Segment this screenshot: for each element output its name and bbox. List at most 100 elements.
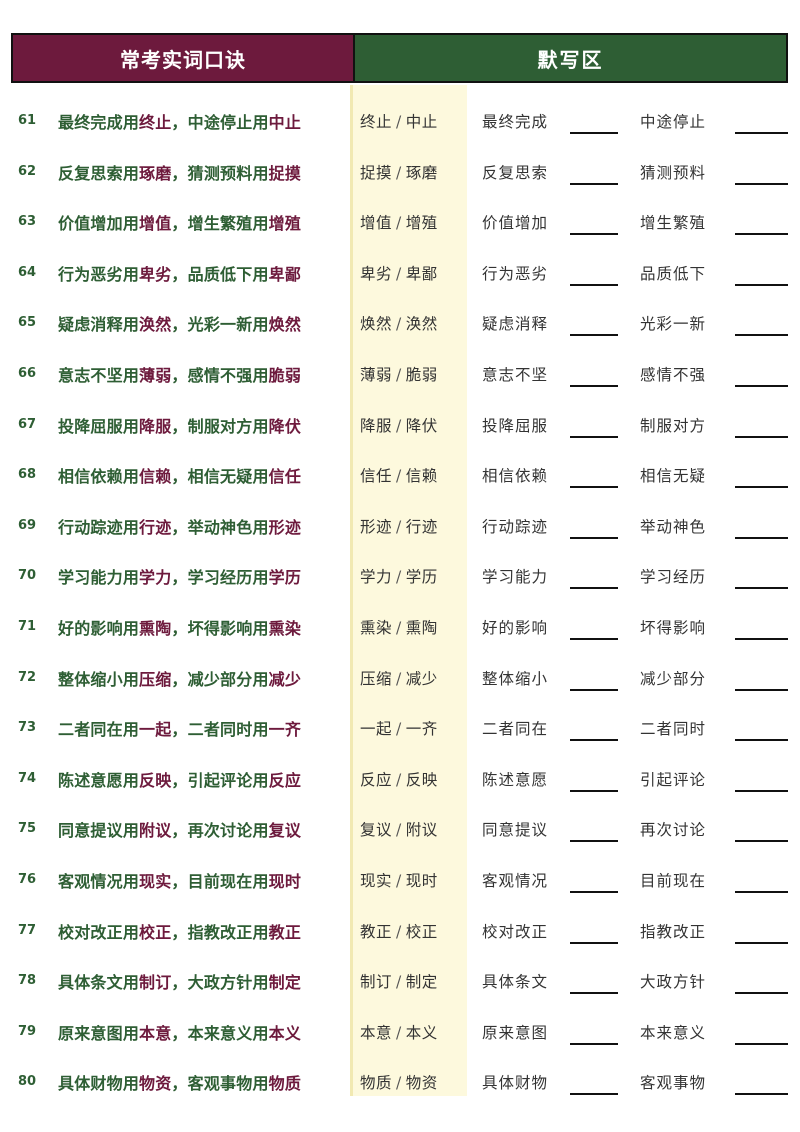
answer-blank-1[interactable] [570,890,618,893]
answer-1: 增值 [360,214,393,233]
prompt-2: 坏得影响 [640,618,707,637]
answer-blank-2[interactable] [735,890,788,893]
item-number: 70 [18,568,37,584]
meaning-b: 学习经历 [187,568,253,588]
answer-blank-2[interactable] [735,334,788,337]
word-a: 薄弱 [139,365,172,385]
answer-blank-2[interactable] [735,486,788,489]
list-item: 78 具体条文用制订，大政方针用制定 制订 / 制定 具体条文 大政方针 [0,958,800,1009]
answer-blank-2[interactable] [735,840,788,843]
answer-pair: 学力 / 学历 [360,568,438,587]
answer-blank-1[interactable] [570,1042,618,1045]
answer-pair: 信任 / 信赖 [360,467,438,486]
list-item: 73 二者同在用一起，二者同时用一齐 一起 / 一齐 二者同在 二者同时 [0,705,800,756]
answer-1: 教正 [360,922,393,941]
prompt-1: 反复思索 [482,163,549,182]
item-number: 72 [18,669,37,685]
list-item: 68 相信依赖用信赖，相信无疑用信任 信任 / 信赖 相信依赖 相信无疑 [0,452,800,503]
mnemonic-rule: 最终完成用终止，中途停止用中止 [58,113,302,132]
answer-blank-1[interactable] [570,840,618,843]
answer-blank-1[interactable] [570,233,618,236]
answer-blank-1[interactable] [570,688,618,691]
word-b: 增殖 [268,214,302,234]
item-number: 73 [18,720,37,736]
word-b: 物质 [268,1074,302,1094]
answer-blank-2[interactable] [735,637,788,640]
meaning-b: 二者同时 [187,720,253,740]
answer-blank-1[interactable] [570,587,618,590]
mnemonic-rule: 具体财物用物资，客观事物用物质 [58,1074,302,1094]
meaning-b: 减少部分 [187,669,253,689]
answer-blank-2[interactable] [735,384,788,387]
word-a: 一起 [139,720,172,740]
answer-band [353,85,467,1096]
answer-blank-1[interactable] [570,435,618,438]
answer-blank-1[interactable] [570,182,618,185]
answer-blank-2[interactable] [735,536,788,539]
answer-blank-1[interactable] [570,637,618,640]
answer-blank-2[interactable] [735,992,788,995]
item-number: 63 [18,214,37,230]
answer-blank-2[interactable] [735,435,788,438]
word-a: 终止 [139,113,172,132]
answer-blank-1[interactable] [570,739,618,742]
answer-blank-1[interactable] [570,789,618,792]
answer-blank-1[interactable] [570,132,618,134]
prompt-2: 再次讨论 [640,821,707,840]
answer-blank-2[interactable] [735,587,788,590]
prompt-1: 投降屈服 [482,416,549,435]
answer-2: 行迹 [405,517,438,536]
answer-pair: 本意 / 本义 [360,1023,438,1042]
item-number: 66 [18,365,37,381]
answer-2: 卑鄙 [405,264,438,283]
answer-blank-1[interactable] [570,486,618,489]
answer-1: 形迹 [360,517,393,536]
answer-pair: 降服 / 降伏 [360,416,438,435]
answer-blank-1[interactable] [570,384,618,387]
answer-blank-1[interactable] [570,536,618,539]
list-item: 61 最终完成用终止，中途停止用中止 终止 / 中止 最终完成 中途停止 [0,98,800,149]
word-b: 现时 [268,871,302,891]
list-item: 76 客观情况用现实，目前现在用现时 现实 / 现时 客观情况 目前现在 [0,857,800,908]
answer-blank-2[interactable] [735,132,788,134]
answer-blank-1[interactable] [570,334,618,337]
word-b: 反应 [268,770,302,790]
answer-blank-1[interactable] [570,941,618,944]
word-b: 捉摸 [268,163,302,183]
meaning-b: 中途停止 [187,113,253,132]
prompt-1: 最终完成 [482,113,549,131]
answer-blank-1[interactable] [570,1093,618,1096]
answer-blank-2[interactable] [735,941,788,944]
answer-blank-1[interactable] [570,992,618,995]
mnemonic-rule: 投降屈服用降服，制服对方用降伏 [58,416,302,436]
item-number: 69 [18,517,37,533]
answer-blank-2[interactable] [735,1093,788,1096]
prompt-2: 举动神色 [640,517,707,536]
answer-blank-2[interactable] [735,233,788,236]
meaning-a: 价值增加 [58,214,123,234]
answer-blank-2[interactable] [735,739,788,742]
answer-blank-2[interactable] [735,182,788,185]
answer-blank-2[interactable] [735,688,788,691]
item-number: 80 [18,1074,37,1090]
list-item: 65 疑虑消释用涣然，光彩一新用焕然 焕然 / 涣然 疑虑消释 光彩一新 [0,300,800,351]
mnemonic-rule: 好的影响用熏陶，坏得影响用熏染 [58,618,302,638]
mnemonic-rule: 意志不坚用薄弱，感情不强用脆弱 [58,365,302,385]
prompt-2: 光彩一新 [640,315,707,334]
word-b: 教正 [268,922,302,942]
answer-blank-2[interactable] [735,283,788,286]
meaning-a: 二者同在 [58,720,123,740]
list-item: 71 好的影响用熏陶，坏得影响用熏染 熏染 / 熏陶 好的影响 坏得影响 [0,604,800,655]
meaning-b: 举动神色 [187,517,253,537]
meaning-b: 坏得影响 [187,618,253,638]
answer-pair: 捉摸 / 琢磨 [360,163,438,182]
prompt-1: 具体条文 [482,973,549,992]
prompt-1: 具体财物 [482,1074,549,1093]
answer-1: 制订 [360,973,393,992]
word-a: 熏陶 [139,618,172,638]
answer-blank-2[interactable] [735,1042,788,1045]
answer-blank-1[interactable] [570,283,618,286]
answer-blank-2[interactable] [735,789,788,792]
mnemonic-rule: 行动踪迹用行迹，举动神色用形迹 [58,517,302,537]
answer-2: 本义 [405,1023,438,1042]
